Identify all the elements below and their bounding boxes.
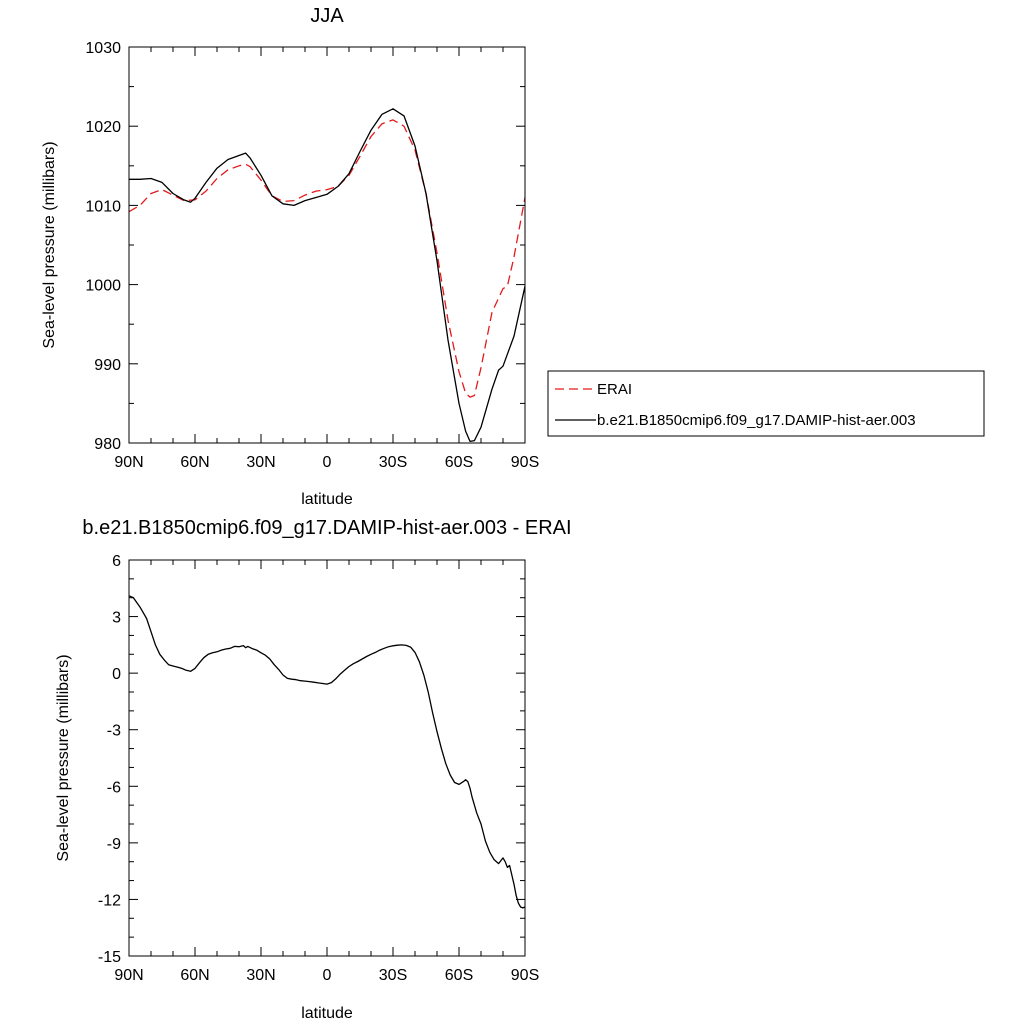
x-tick-label: 60S [445, 454, 473, 471]
plot-area [128, 595, 526, 909]
y-tick-label: 1020 [85, 119, 121, 136]
top-chart: JJA 90N 60N 30N 0 30S 60S 90S 980 990 1000 1010 102… [41, 5, 985, 508]
x-axis-label: latitude [301, 1005, 353, 1022]
y-tick-label: 980 [94, 436, 121, 453]
x-tick-label: 60S [445, 967, 473, 984]
y-tick-label: 1010 [85, 198, 121, 215]
x-axis-label: latitude [301, 491, 353, 508]
y-axis-label: Sea-level pressure (millibars) [55, 654, 72, 861]
y-tick-label: 0 [112, 666, 121, 683]
x-tick-label: 60N [180, 454, 209, 471]
x-tick-label: 90S [511, 967, 539, 984]
y-tick-label: -6 [107, 779, 121, 796]
x-tick-label: 0 [323, 454, 332, 471]
y-tick-label: 1030 [85, 40, 121, 57]
y-tick-label: 3 [112, 610, 121, 627]
x-tick-label: 90S [511, 454, 539, 471]
y-tick-label: -3 [107, 723, 121, 740]
x-tick-label: 90N [114, 967, 143, 984]
series-line-model [129, 108, 526, 443]
y-tick-label: 1000 [85, 278, 121, 295]
chart-title: JJA [310, 5, 344, 27]
y-tick-label: -9 [107, 836, 121, 853]
legend-box [547, 370, 985, 437]
y-tick-label: 6 [112, 553, 121, 570]
x-tick-label: 0 [323, 967, 332, 984]
y-tick-label: -12 [98, 892, 121, 909]
x-tick-label: 30N [246, 454, 275, 471]
x-tick-label: 30N [246, 967, 275, 984]
chart-title: b.e21.B1850cmip6.f09_g17.DAMIP-hist-aer.… [82, 517, 571, 539]
x-tick-label: 60N [180, 967, 209, 984]
legend: ERAI b.e21.B1850cmip6.f09_g17.DAMIP-hist… [547, 370, 985, 437]
x-tick-label: 30S [379, 454, 407, 471]
difference-line [128, 595, 526, 909]
x-tick-label: 90N [114, 454, 143, 471]
x-tick-label: 30S [379, 967, 407, 984]
plot-area [128, 108, 526, 443]
legend-label-model: b.e21.B1850cmip6.f09_g17.DAMIP-hist-aer.… [597, 412, 916, 429]
bottom-chart: b.e21.B1850cmip6.f09_g17.DAMIP-hist-aer.… [55, 517, 572, 1022]
y-tick-label: 990 [94, 357, 121, 374]
series-line-erai [128, 119, 526, 398]
axis-ticks: 90N 60N 30N 0 30S 60S 90S -15 -12 -9 -6 -3 0 3 6 [98, 553, 539, 984]
plot-frame [128, 559, 526, 957]
axis-ticks: 90N 60N 30N 0 30S 60S 90S 980 990 1000 1010 1020 103… [85, 40, 539, 471]
y-axis-label: Sea-level pressure (millibars) [41, 141, 58, 348]
y-tick-label: -15 [98, 949, 121, 966]
legend-label-erai: ERAI [597, 381, 632, 398]
plot-frame [128, 46, 526, 444]
